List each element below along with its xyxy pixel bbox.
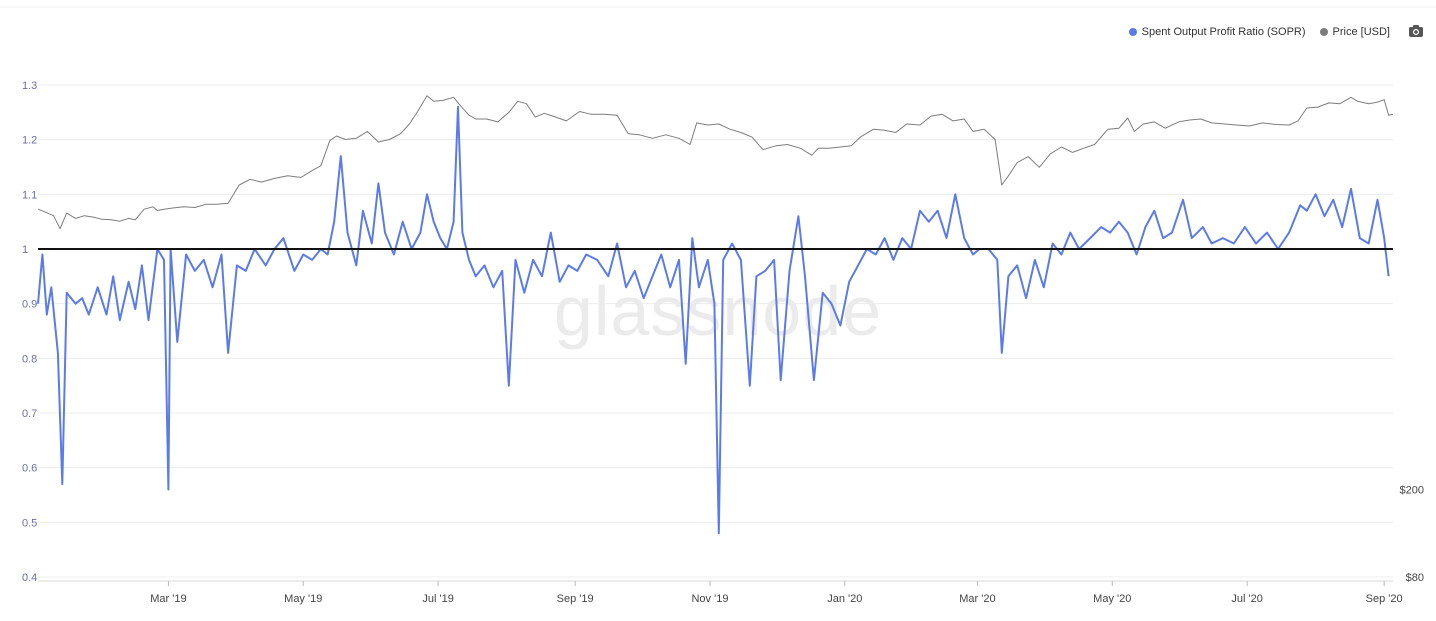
legend-item-sopr[interactable]: Spent Output Profit Ratio (SOPR) — [1128, 26, 1306, 38]
y-tick-label: 0.9 — [22, 299, 37, 311]
x-tick-label: Nov '19 — [691, 593, 728, 605]
watermark: glassnode — [554, 272, 882, 350]
x-tick-label: Mar '20 — [959, 593, 995, 605]
x-tick-label: Jan '20 — [827, 593, 862, 605]
x-tick-label: Sep '19 — [557, 593, 594, 605]
legend: Spent Output Profit Ratio (SOPR) Price [… — [1128, 26, 1390, 38]
y-tick-label: 0.8 — [22, 353, 37, 365]
y-tick-label: 0.6 — [22, 463, 37, 475]
y-right-tick-label: $200 — [1400, 485, 1424, 497]
y-tick-label: 1 — [22, 244, 28, 256]
y-tick-label: 1.3 — [22, 80, 37, 92]
x-tick-label: May '19 — [284, 593, 322, 605]
legend-dot-sopr — [1128, 28, 1137, 36]
y-right-tick-label: $80 — [1406, 572, 1424, 584]
x-tick-label: Jul '20 — [1231, 593, 1262, 605]
legend-dot-price — [1319, 28, 1328, 36]
x-tick-label: Mar '19 — [150, 593, 186, 605]
legend-item-price[interactable]: Price [USD] — [1319, 26, 1390, 38]
x-axis: Mar '19 May '19 Jul '19 Sep '19 Nov '19 Jan '… — [38, 580, 1403, 605]
x-tick-label: Sep '20 — [1366, 593, 1403, 605]
y-tick-label: 0.4 — [22, 572, 37, 584]
x-tick-label: May '20 — [1093, 593, 1131, 605]
legend-label-price: Price [USD] — [1332, 26, 1390, 38]
sopr-line — [37, 105, 1390, 535]
y-tick-label: 0.5 — [22, 517, 37, 529]
legend-label-sopr: Spent Output Profit Ratio (SOPR) — [1141, 26, 1306, 38]
sopr-series — [37, 105, 1390, 535]
camera-icon[interactable] — [1408, 24, 1424, 38]
y-tick-label: 1.2 — [22, 135, 37, 147]
y-tick-label: 1.1 — [22, 189, 37, 201]
x-tick-label: Jul '19 — [422, 593, 453, 605]
y-axis-right: $80 $200 — [1400, 485, 1424, 584]
price-line — [37, 95, 1394, 230]
y-axis-left: 0.4 0.5 0.6 0.7 0.8 0.9 1 1.1 1.2 1.3 — [22, 80, 37, 584]
y-tick-label: 0.7 — [22, 408, 37, 420]
price-series — [37, 95, 1394, 230]
